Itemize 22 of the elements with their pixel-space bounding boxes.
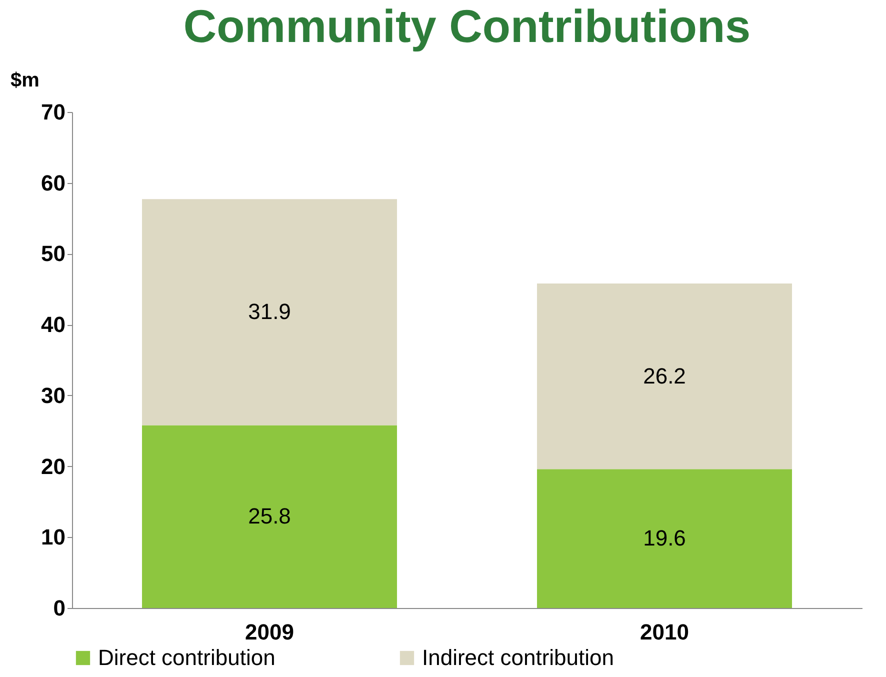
x-tick-label: 2010: [640, 620, 689, 644]
x-tick-label: 2009: [245, 620, 294, 644]
y-tick-label: 10: [41, 524, 66, 550]
y-tick-label: 20: [41, 454, 66, 479]
data-label: 31.9: [248, 299, 291, 324]
bar: [142, 425, 397, 608]
data-label: 25.8: [248, 504, 291, 529]
bar: [142, 199, 397, 426]
y-tick-label: 70: [41, 100, 66, 124]
legend-label: Indirect contribution: [422, 645, 614, 670]
chart-title: Community Contributions: [183, 0, 751, 52]
y-tick-label: 0: [53, 596, 66, 620]
y-tick-label: 50: [41, 241, 66, 266]
bar: [537, 469, 792, 608]
y-tick-label: 60: [41, 170, 66, 196]
data-label: 19.6: [643, 526, 686, 551]
y-tick-label: 30: [41, 382, 66, 408]
data-label: 26.2: [643, 363, 686, 388]
legend-label: Direct contribution: [98, 645, 276, 670]
bar: [537, 283, 792, 470]
y-tick-label: 40: [41, 312, 66, 338]
y-axis-title: $m: [10, 70, 40, 92]
